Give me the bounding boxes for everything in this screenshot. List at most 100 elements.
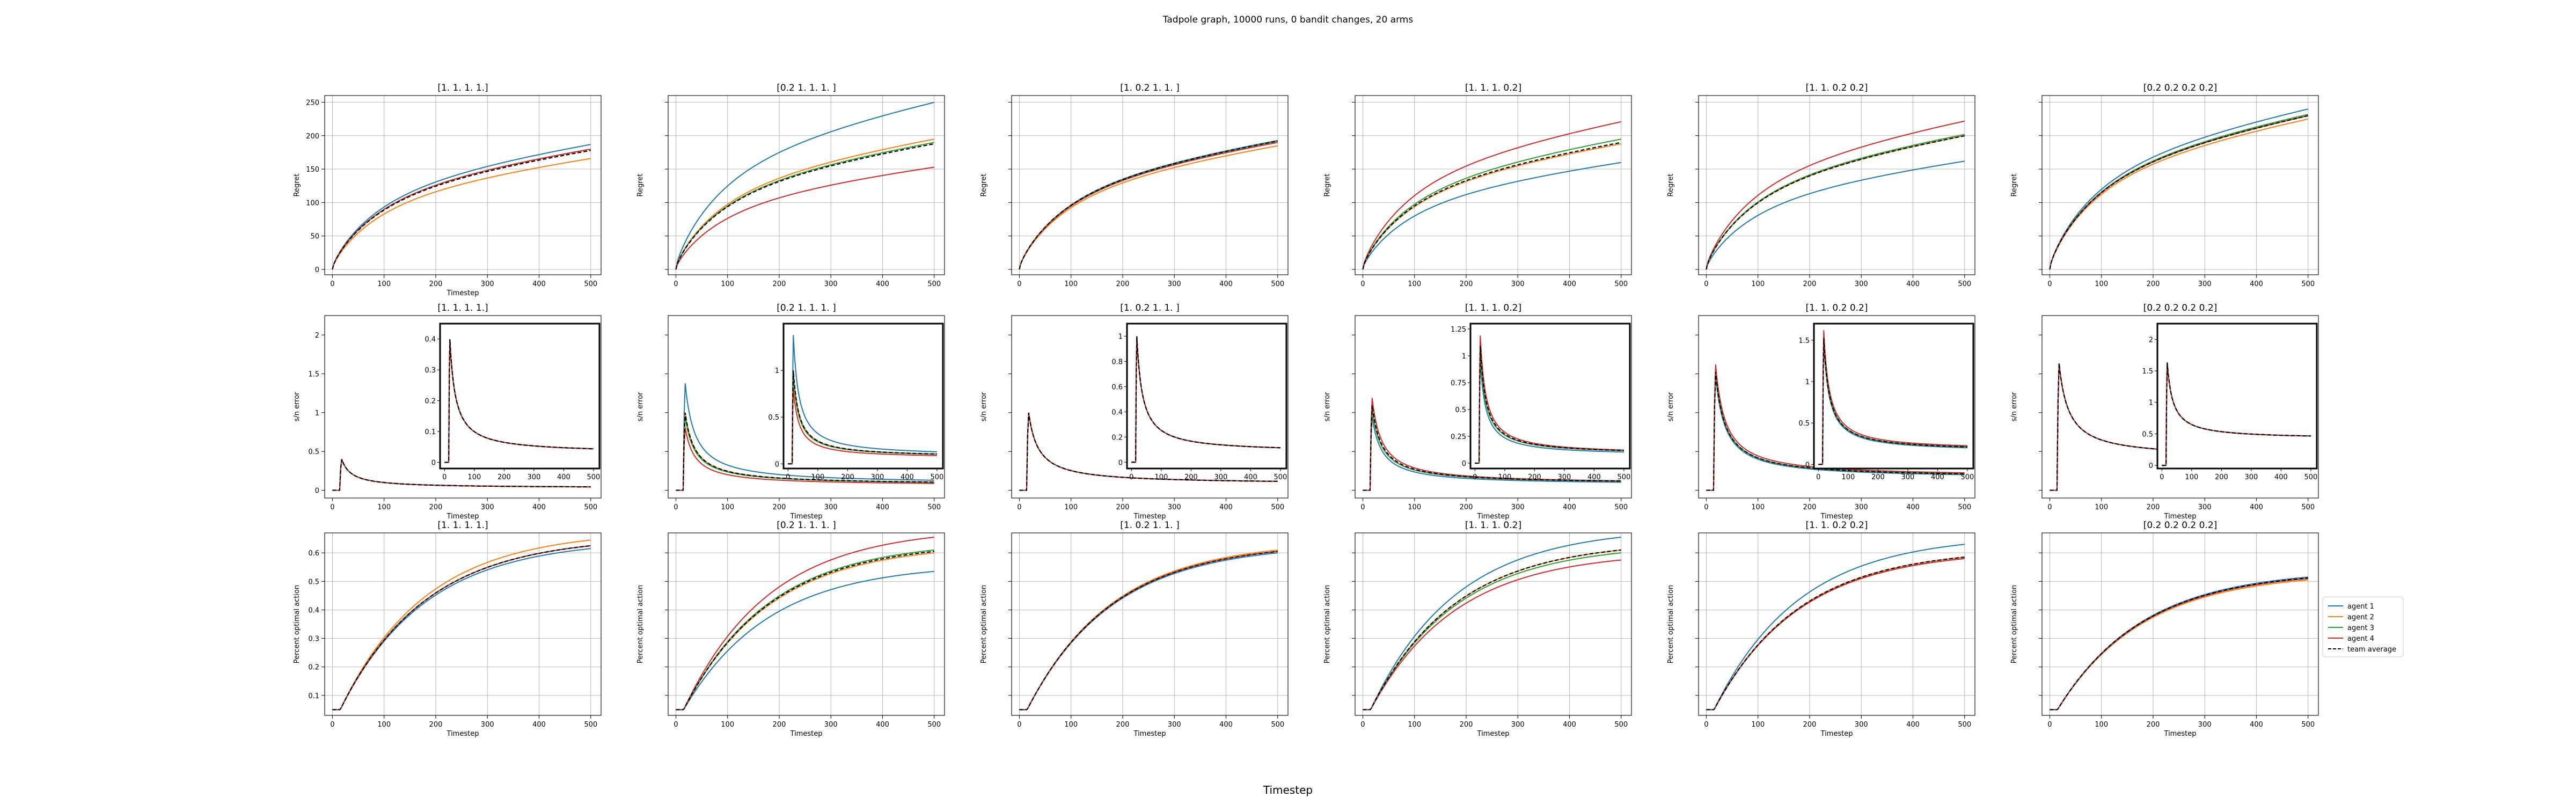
panel-regret-3: 0 100 200 300 400 500 [1. 0.2 1. 1. ] Regret [980, 83, 1289, 288]
panel-title: [0.2 0.2 0.2 0.2] [2143, 83, 2218, 93]
axes-frame [1698, 95, 1975, 275]
x-tick-label: 200 [1460, 280, 1473, 288]
x-tick-label: 100 [2095, 721, 2108, 729]
inset-x-tick-label: 200 [841, 473, 854, 481]
x-tick-label: 500 [584, 721, 597, 729]
legend-label: agent 4 [2347, 635, 2374, 643]
x-tick-label: 200 [1116, 721, 1130, 729]
panel-error-1: 0 100 200 300 400 500 0 0.5 1 1.5 2 [1. 1. 1. 1.] Ti… [293, 303, 602, 521]
series-line-team-average [332, 545, 591, 711]
x-tick-label: 300 [824, 503, 838, 511]
inset-x-tick-label: 500 [1617, 473, 1630, 481]
inset-frame [1469, 323, 1631, 470]
x-axis-label: Timestep [1133, 513, 1166, 521]
y-axis-label: s/n error [1667, 392, 1675, 422]
x-tick-label: 100 [1751, 721, 1765, 729]
x-tick-label: 100 [1064, 721, 1078, 729]
series-line-agent-3 [676, 549, 934, 711]
series-line-agent-2 [2050, 579, 2308, 711]
inset-x-tick-label: 500 [1960, 473, 1974, 481]
panel-title: [1. 1. 1. 0.2] [1465, 83, 1521, 93]
y-tick-label: 0 [315, 266, 319, 274]
y-axis-label: Regret [980, 174, 988, 197]
series-line-agent-3 [2049, 114, 2308, 270]
x-tick-label: 300 [2198, 721, 2212, 729]
series-line-agent-1 [1019, 140, 1278, 270]
series-line-agent-1 [2050, 576, 2308, 711]
x-tick-label: 300 [481, 503, 494, 511]
series-line-agent-1 [676, 383, 934, 491]
inset-frame [439, 323, 601, 470]
inset-y-tick-label: 0 [775, 460, 779, 469]
panel-error-3: 0 100 200 300 400 500[1. 0.2 1. 1. ]Timesteps… [980, 303, 1289, 521]
x-tick-label: 0 [330, 280, 334, 288]
x-tick-label: 400 [1906, 503, 1920, 511]
inset-x-tick-label: 100 [1498, 473, 1511, 481]
inset-series-line-agent-1 [1475, 361, 1624, 464]
axes-frame [1355, 95, 1632, 275]
panel-regret-2: 0 100 200 300 400 500 [0.2 1. 1. 1. ] Regret [636, 83, 945, 288]
x-axis-label: Timestep [1820, 730, 1853, 738]
inset-x-tick-label: 400 [1931, 473, 1944, 481]
series-line-team-average [676, 551, 934, 711]
series-line-agent-1 [1706, 375, 1965, 491]
panel-regret-5: 0 100 200 300 400 500 [1. 1. 0.2 0.2] Regret [1667, 83, 1975, 288]
series-line-agent-4 [1706, 120, 1965, 270]
y-tick-label: 0.5 [308, 448, 319, 456]
panel-title: [0.2 0.2 0.2 0.2] [2143, 520, 2218, 531]
series-line-team-average [1019, 412, 1278, 491]
series-line-team-average [332, 150, 591, 270]
axes-frame [1355, 532, 1632, 716]
x-tick-label: 400 [1906, 280, 1920, 288]
series-line-agent-1 [1706, 544, 1965, 711]
panel-title: [1. 1. 1. 1.] [437, 520, 488, 531]
series-line-agent-4 [2049, 115, 2308, 270]
series-line-team-average [2050, 577, 2308, 711]
x-axis-label: Timestep [1477, 730, 1510, 738]
inset-x-tick-label: 100 [2185, 473, 2198, 481]
x-tick-label: 300 [481, 280, 494, 288]
x-tick-label: 500 [2301, 503, 2315, 511]
inset-x-tick-label: 200 [497, 473, 511, 481]
series-line-agent-4 [332, 545, 591, 711]
x-tick-label: 400 [532, 721, 546, 729]
x-tick-label: 0 [1704, 721, 1708, 729]
inset-y-tick-label: 0.75 [1451, 379, 1466, 387]
inset-x-tick-label: 400 [557, 473, 570, 481]
axes-frame [2041, 315, 2319, 499]
axes-frame [668, 532, 945, 716]
inset-y-tick-label: 1 [775, 367, 779, 375]
y-tick-label: 0.5 [308, 578, 319, 586]
x-tick-label: 0 [1017, 721, 1021, 729]
x-tick-label: 400 [1563, 721, 1576, 729]
y-tick-label: 50 [310, 233, 319, 241]
y-axis-label: s/n error [2010, 392, 2018, 422]
x-axis-label: Timestep [447, 289, 479, 297]
inset-series-line-agent-1 [1818, 342, 1967, 465]
inset-y-tick-label: 0 [1805, 461, 1810, 469]
y-tick-label: 250 [306, 99, 319, 107]
x-tick-label: 200 [429, 721, 443, 729]
x-tick-label: 0 [674, 721, 678, 729]
series-line-agent-3 [1706, 134, 1965, 270]
inset-series-line-team-average [1131, 336, 1280, 463]
legend-box [2322, 596, 2404, 657]
x-tick-label: 500 [927, 721, 941, 729]
y-axis-label: s/n error [293, 392, 301, 422]
x-tick-label: 500 [927, 280, 941, 288]
panel-error-2: 0 100 200 300 400 500[0.2 1. 1. 1. ]Timesteps… [636, 303, 945, 521]
inset-background [1814, 324, 1973, 469]
x-axis-label: Timestep [790, 730, 823, 738]
series-line-agent-1 [2049, 108, 2308, 270]
x-tick-label: 500 [584, 503, 597, 511]
series-line-team-average [1363, 549, 1621, 711]
x-tick-label: 100 [1064, 280, 1078, 288]
series-line-agent-1 [676, 570, 934, 711]
inset-y-tick-label: 1.5 [2142, 368, 2153, 376]
inset-frame [1126, 323, 1287, 470]
x-tick-label: 100 [2095, 503, 2108, 511]
x-tick-label: 400 [876, 280, 889, 288]
inset-y-tick-label: 0.4 [425, 336, 436, 344]
inset-background [440, 324, 599, 469]
series-line-agent-2 [1019, 145, 1278, 270]
